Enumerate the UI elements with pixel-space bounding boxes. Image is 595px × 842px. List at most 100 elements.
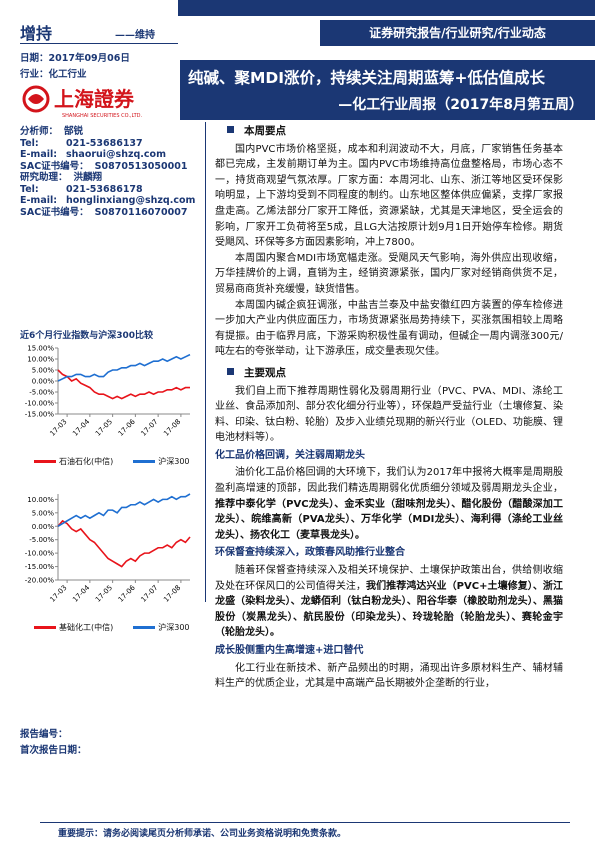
report-no: 报告编号： (20, 729, 68, 740)
y-tick-label: 0.00% (32, 378, 55, 386)
industry: 行业：化工行业 (20, 69, 87, 80)
analyst-value: S0870513050001 (94, 160, 188, 172)
analyst-row: SAC证书编号： S0870116070007 (20, 207, 205, 219)
y-tick-label: -20.00% (25, 577, 55, 585)
legend-label: 基础化工(中信) (59, 623, 114, 632)
analyst-value: shaorui@shzq.com (66, 149, 166, 160)
analyst-value: S0870116070007 (94, 206, 188, 218)
logo-en: SHANGHAI SECURITIES CO.,LTD. (62, 113, 143, 119)
footer: 重要提示：请务必阅读尾页分析师承诺、公司业务资格说明和免责条款。 (58, 829, 347, 839)
heading-text: 本周要点 (244, 125, 286, 137)
legend-key (133, 460, 156, 463)
x-tick-label: 17-03 (48, 418, 68, 438)
analyst-value: 021-53686137 (66, 137, 143, 149)
x-tick-label: 17-05 (94, 418, 114, 438)
legend-key (133, 626, 156, 629)
paragraph: 本周国内碱企疯狂调涨，中盐吉兰泰及中盐安徽红四方装置的停车检修进一步加大产业内供… (215, 299, 563, 358)
analyst-label: SAC证书编号： (20, 206, 89, 218)
legend: 基础化工(中信) 沪深300 (34, 622, 190, 633)
x-tick-label: 17-07 (140, 418, 160, 438)
y-tick-label: -5.00% (29, 536, 54, 544)
legend-item: 沪深300 (133, 456, 190, 467)
paragraph: 油价化工品价格回调的大环境下，我们认为2017年中报将大概率是周期股盈利高增速的… (215, 465, 563, 543)
paragraph: 我们自上而下推荐周期性弱化及弱周期行业（PVC、PVA、MDI、涤纶工业丝、食品… (215, 385, 563, 444)
x-tick-label: 17-03 (48, 584, 68, 604)
paragraph: 本周国内聚合MDI市场宽幅走涨。受飓风天气影响，海外供应出现收缩，万华挂牌价的上… (215, 252, 563, 295)
paragraph: 国内PVC市场价格坚挺，成本和利润波动不大，月底，厂家销售任务基本都已完成，主发… (215, 143, 563, 249)
x-tick-label: 17-07 (140, 584, 160, 604)
heading: 本周要点 (215, 124, 563, 140)
analyst-value: honglinxiang@shzq.com (66, 195, 196, 206)
rule (40, 822, 570, 823)
analyst-row: Tel: 021-53686178 (20, 184, 205, 196)
x-tick-label: 17-08 (162, 418, 182, 438)
analyst-value: 021-53686178 (66, 183, 143, 195)
title-band: 纯碱、聚MDI涨价，持续关注周期蓝筹+低估值成长 —化工行业周报（2017年8月… (180, 60, 595, 120)
analyst-label: Tel: (20, 137, 39, 149)
analyst-list: 分析师： 郜锐 Tel: 021-53686137 E-mail: shaorui@shz… (20, 126, 205, 218)
chart: 10.00% 5.00% 0.00% -5.00% -10.00% -15.00% -20.… (25, 493, 191, 604)
analyst-label: Tel: (20, 183, 39, 195)
rating: 增持 (20, 24, 53, 43)
analyst-label: E-mail: (20, 149, 58, 160)
analyst-row: E-mail: honglinxiang@shzq.com (20, 195, 205, 207)
chart-title: 近6个月行业指数与沪深300比较 (20, 331, 154, 341)
analyst-label: SAC证书编号： (20, 160, 89, 172)
logo: 上海證券 SHANGHAI SECURITIES CO.,LTD. (22, 85, 143, 119)
subheading: 环保督查持续深入，政策春风助推行业整合 (215, 547, 405, 559)
top-bar (178, 0, 595, 16)
y-tick-label: -10.00% (25, 400, 55, 408)
heading: 主要观点 (215, 366, 563, 382)
analyst-row: SAC证书编号： S0870513050001 (20, 161, 205, 173)
text-bold: 推荐中泰化学（PVC龙头）、金禾实业（甜味剂龙头）、醋化股份（醋酸深加工龙头）、… (215, 498, 563, 541)
analyst-value: 洪麟翔 (73, 172, 103, 183)
text: 随着环保督查持续深入及相关环境保护、土壤保护政策出台，供给侧收缩及处在环保风口的… (215, 565, 563, 592)
subheading: 化工品价格回调，关注弱周期龙头 (215, 449, 365, 461)
x-tick-label: 17-08 (162, 584, 182, 604)
legend-label: 沪深300 (158, 623, 190, 632)
analyst-value: 郜锐 (64, 126, 84, 137)
y-tick-label: 10.00% (27, 356, 54, 364)
y-tick-label: -15.00% (25, 411, 55, 419)
logo-name: 上海證券 (54, 87, 135, 111)
series-line (57, 493, 191, 527)
y-tick-label: -10.00% (25, 550, 55, 558)
y-tick-label: 10.00% (27, 496, 54, 504)
rating-prev: ——维持 (115, 30, 155, 41)
legend-key (34, 626, 56, 629)
heading-text: 主要观点 (244, 366, 286, 379)
y-tick-label: -15.00% (25, 563, 55, 571)
series-line (57, 519, 191, 568)
analyst-label: 研究助理： (20, 172, 68, 183)
report-type: 证券研究报告/行业研究/行业动态 (320, 20, 595, 46)
legend-item: 石油石化(中信) (34, 456, 113, 467)
subtitle: —化工行业周报（2017年8月第五周） (338, 97, 583, 113)
x-tick-label: 17-04 (71, 417, 91, 437)
analyst-row: E-mail: shaorui@shzq.com (20, 149, 205, 161)
legend-item: 沪深300 (133, 622, 190, 633)
y-tick-label: -5.00% (29, 389, 54, 397)
analyst-row: Tel: 021-53686137 (20, 138, 205, 150)
paragraph: 随着环保督查持续深入及相关环境保护、土壤保护政策出台，供给侧收缩及处在环保风口的… (215, 563, 563, 641)
y-tick-label: 15.00% (27, 345, 54, 353)
y-tick-label: 5.00% (32, 509, 55, 517)
chart: 15.00% 10.00% 5.00% 0.00% -5.00% -10.00% -15.0… (25, 345, 191, 438)
text-bold: 我们推荐鸿达兴业（PVC+土壤修复）、浙江龙盛（染料龙头）、龙蟒佰利（钛白粉龙头… (215, 580, 563, 639)
series-line (57, 369, 190, 400)
paragraph: 化工行业在新技术、新产品频出的时期，涌现出许多原材料生产、辅材辅料生产的优质企业… (215, 662, 563, 690)
x-tick-label: 17-06 (117, 417, 137, 437)
y-tick-label: 0.00% (32, 523, 55, 531)
x-tick-label: 17-04 (71, 583, 91, 603)
y-tick-label: 5.00% (32, 367, 55, 375)
subheading: 成长股侧重内生高增速+进口替代 (215, 645, 364, 656)
legend-label: 沪深300 (158, 457, 190, 466)
title: 纯碱、聚MDI涨价，持续关注周期蓝筹+低估值成长 (188, 69, 546, 87)
legend-item: 基础化工(中信) (34, 622, 113, 633)
date: 日期：2017年09月06日 (20, 53, 130, 64)
logo-icon (28, 94, 44, 104)
first-date: 首次报告日期： (20, 745, 87, 756)
body: 本周要点 国内PVC市场价格坚挺，成本和利润波动不大，月底，厂家销售任务基本都已… (215, 122, 563, 816)
analyst-row: 分析师： 郜锐 (20, 126, 205, 138)
rule (20, 43, 178, 44)
